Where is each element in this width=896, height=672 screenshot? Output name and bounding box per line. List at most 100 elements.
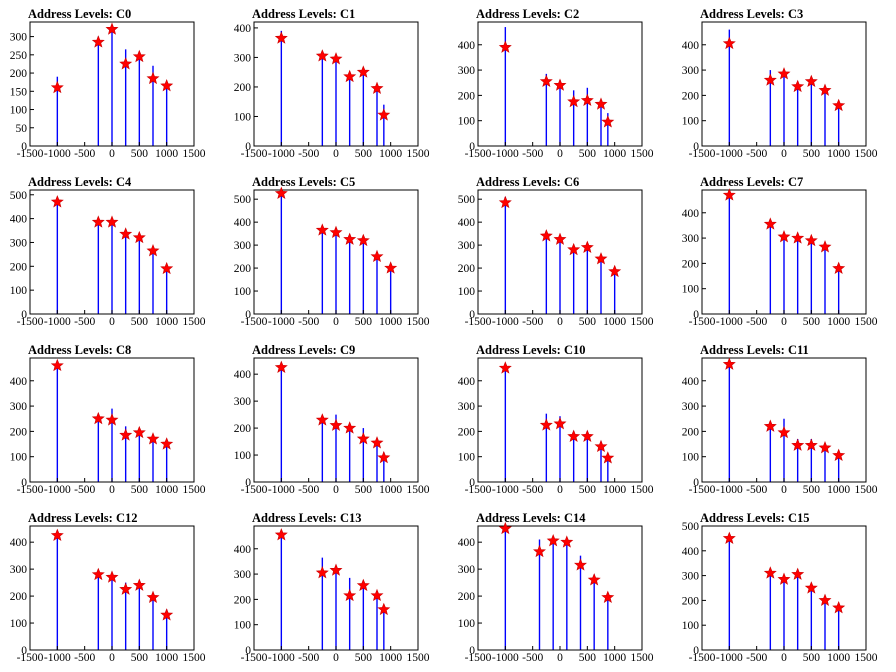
x-tick-label: 1000 [155,652,178,664]
x-tick-label: 1500 [183,148,206,160]
x-tick-label: -1000 [44,484,71,496]
x-tick-label: -500 [298,316,319,328]
peak-marker [91,567,105,581]
peak-marker [343,232,357,245]
peak-marker [315,565,329,579]
chart-panel-c2: Address Levels: C2 0 100 200 300 400 -1500 -100… [458,7,654,160]
chart-panel-c11: Address Levels: C11 0 100 200 300 400 -1500 -10… [682,343,878,496]
y-tick-label: 200 [10,426,28,438]
peak-marker [567,94,581,108]
x-tick-label: -1500 [465,316,492,328]
x-tick-label: 0 [781,316,787,328]
x-tick-label: 0 [109,148,115,160]
peak-marker [274,360,288,373]
peak-marker [343,588,357,602]
y-tick-label: 150 [10,86,28,98]
chart-panel-c13: Address Levels: C13 0 100 200 300 400 -1500 -10… [234,511,430,664]
y-tick-label: 300 [458,65,476,77]
chart-panel-c1: Address Levels: C1 0 100 200 300 400 -1500 -100… [234,7,430,160]
peak-marker [50,528,64,541]
chart-title: Address Levels: C4 [28,175,132,189]
peak-marker [146,590,160,603]
y-tick-label: 0 [21,141,27,153]
peak-marker [777,572,791,585]
x-tick-label: 0 [109,652,115,664]
y-tick-label: 400 [234,369,252,381]
peak-marker [146,71,160,85]
y-tick-label: 100 [458,116,476,128]
peak-marker [370,249,384,263]
x-tick-label: -1500 [465,652,492,664]
x-tick-label: 1000 [155,316,178,328]
x-tick-label: 1500 [407,148,430,160]
x-tick-label: 500 [579,316,597,328]
y-tick-label: 300 [682,401,700,413]
peak-marker [91,411,105,425]
peak-marker [594,97,608,110]
x-tick-label: -1500 [689,652,716,664]
x-tick-label: -500 [746,484,767,496]
peak-marker [539,74,553,87]
x-tick-label: 1000 [379,148,402,160]
x-tick-label: 1000 [603,148,626,160]
peak-marker [791,79,805,93]
x-tick-label: 500 [803,316,821,328]
x-tick-label: 1500 [407,652,430,664]
peak-marker [119,57,133,70]
y-tick-label: 400 [234,544,252,556]
x-tick-label: 500 [579,484,597,496]
x-tick-label: 500 [131,316,149,328]
x-tick-label: 1000 [827,484,850,496]
y-tick-label: 100 [10,285,28,297]
peak-marker [498,361,512,374]
peak-marker [560,535,574,548]
chart-panel-c5: Address Levels: C50100200300400500-1500-… [234,175,430,328]
x-tick-label: -1000 [716,316,743,328]
y-tick-label: 0 [469,477,475,489]
y-tick-label: 300 [10,237,28,249]
y-tick-label: 100 [10,105,28,117]
peak-marker [160,608,174,621]
y-tick-label: 0 [469,141,475,153]
y-tick-label: 300 [682,571,700,583]
chart-panel-c9: Address Levels: C9 0 100 200 300 400 -1500 -100… [234,343,430,496]
x-tick-label: -500 [746,148,767,160]
x-tick-label: -500 [522,652,543,664]
x-tick-label: 0 [333,148,339,160]
peak-marker [315,223,329,236]
chart-panel-c7: Address Levels: C7 0 100 200 300 400 -1500 -100… [682,175,878,328]
x-tick-label: -500 [74,148,95,160]
y-tick-label: 200 [10,68,28,80]
x-tick-label: 1000 [603,484,626,496]
x-tick-label: -1500 [689,484,716,496]
x-tick-label: 1000 [379,652,402,664]
x-tick-label: 1000 [155,148,178,160]
peak-marker [160,78,174,92]
x-tick-label: 1500 [183,484,206,496]
peak-marker [132,578,146,591]
x-tick-label: -1000 [716,148,743,160]
y-tick-label: 300 [10,564,28,576]
x-tick-label: 0 [333,316,339,328]
peak-marker [832,98,846,112]
x-tick-label: -1000 [44,148,71,160]
peak-marker [146,243,160,257]
peak-marker [384,261,398,274]
peak-marker [553,232,567,245]
x-tick-label: 0 [781,652,787,664]
x-tick-label: 500 [131,652,149,664]
y-tick-label: 500 [234,194,252,206]
y-tick-label: 400 [682,208,700,220]
x-tick-label: -1500 [241,148,268,160]
peak-marker [804,438,818,451]
x-tick-label: 500 [355,148,373,160]
x-tick-label: -1000 [268,316,295,328]
peak-marker [119,582,133,595]
peak-marker [777,229,791,243]
x-tick-label: 1500 [855,652,878,664]
peak-marker [274,186,288,199]
x-tick-label: -1000 [44,652,71,664]
y-tick-label: 0 [469,645,475,657]
peak-marker [329,52,343,65]
